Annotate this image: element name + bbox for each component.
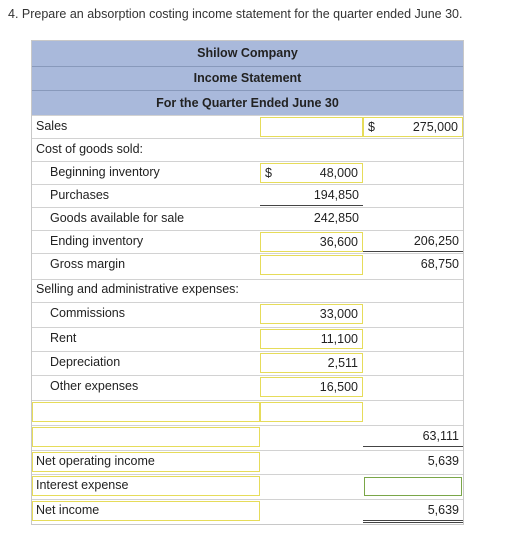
row-label: Gross margin (50, 257, 126, 271)
row-label: Other expenses (50, 379, 139, 393)
amount-value: 63,111 (422, 429, 459, 443)
amount-cell[interactable]: 206,250 (363, 232, 463, 252)
statement-period: For the Quarter Ended June 30 (32, 90, 463, 115)
row-label: Net income (36, 503, 100, 517)
row-sales: Sales $ 275,000 (32, 115, 463, 138)
amount-value: 48,000 (319, 166, 358, 180)
amount-cell[interactable]: 5,639 (363, 452, 463, 472)
amount-value: 194,850 (313, 188, 359, 202)
amount-cell[interactable]: 2,511 (260, 353, 363, 373)
row-net-income: Net income 5,639 (32, 499, 463, 525)
amount-cell[interactable] (260, 255, 363, 275)
amount-cell[interactable]: 68,750 (363, 255, 463, 275)
row-label: Interest expense (36, 478, 129, 492)
row-purchases: Purchases 194,850 (32, 184, 463, 207)
row-label: Selling and administrative expenses: (36, 282, 239, 296)
row-label: Depreciation (50, 355, 121, 369)
company-name: Shilow Company (197, 46, 298, 60)
row-label: Ending inventory (50, 234, 144, 248)
amount-cell[interactable]: 36,600 (260, 232, 363, 252)
amount-cell[interactable]: $ 275,000 (363, 117, 463, 137)
row-ending-inventory: Ending inventory 36,600 206,250 (32, 230, 463, 253)
row-label: Purchases (50, 188, 110, 202)
amount-value: 275,000 (412, 120, 458, 134)
amount-value: 2,511 (327, 356, 358, 370)
row-commissions: Commissions 33,000 (32, 302, 463, 325)
amount-cell[interactable] (260, 117, 363, 137)
row-selling-heading: Selling and administrative expenses: (32, 279, 463, 302)
row-cogs-heading: Cost of goods sold: (32, 138, 463, 161)
label-cell[interactable] (32, 501, 260, 521)
row-total-selling-admin: 63,111 (32, 425, 463, 448)
row-rent: Rent 11,100 (32, 327, 463, 350)
statement-header: Shilow Company Income Statement For the … (32, 41, 463, 115)
statement-title: Income Statement (32, 66, 463, 90)
row-label: Sales (36, 119, 68, 133)
amount-value: 5,639 (427, 454, 459, 468)
amount-value: 242,850 (313, 211, 359, 225)
amount-value: 33,000 (319, 307, 358, 321)
amount-value: 16,500 (319, 380, 358, 394)
amount-value: 5,639 (427, 503, 459, 517)
amount-cell[interactable] (260, 402, 363, 422)
amount-cell[interactable]: 16,500 (260, 377, 363, 397)
amount-cell[interactable]: 33,000 (260, 304, 363, 324)
amount-cell[interactable]: 63,111 (363, 427, 463, 447)
label-cell[interactable] (32, 476, 260, 496)
row-blank (32, 400, 463, 423)
dollar-sign: $ (368, 120, 375, 134)
row-label: Goods available for sale (50, 211, 185, 225)
question-text: 4. Prepare an absorption costing income … (8, 7, 463, 21)
amount-cell[interactable]: 194,850 (260, 186, 363, 206)
amount-cell[interactable]: 5,639 (363, 501, 463, 523)
row-label: Cost of goods sold: (36, 142, 144, 156)
row-beginning-inventory: Beginning inventory $ 48,000 (32, 161, 463, 184)
amount-cell[interactable]: $ 48,000 (260, 163, 363, 183)
row-label: Net operating income (36, 454, 155, 468)
row-goods-available: Goods available for sale 242,850 (32, 207, 463, 230)
amount-value: 68,750 (420, 257, 459, 271)
row-interest-expense: Interest expense (32, 474, 463, 497)
amount-cell[interactable]: 11,100 (260, 329, 363, 349)
row-gross-margin: Gross margin 68,750 (32, 253, 463, 276)
row-depreciation: Depreciation 2,511 (32, 351, 463, 374)
label-cell[interactable] (32, 452, 260, 472)
amount-cell[interactable]: 242,850 (260, 209, 363, 229)
amount-value: 206,250 (413, 234, 459, 248)
row-label: Rent (50, 331, 77, 345)
row-label: Beginning inventory (50, 165, 160, 179)
interest-expense-input[interactable] (364, 477, 462, 496)
row-other-expenses: Other expenses 16,500 (32, 375, 463, 398)
label-cell[interactable] (32, 427, 260, 447)
income-statement-table (31, 40, 464, 525)
row-net-operating-income: Net operating income 5,639 (32, 450, 463, 473)
row-label: Commissions (50, 306, 126, 320)
amount-value: 11,100 (320, 332, 358, 346)
label-cell[interactable] (32, 402, 260, 422)
dollar-sign: $ (265, 166, 272, 180)
amount-value: 36,600 (319, 235, 358, 249)
